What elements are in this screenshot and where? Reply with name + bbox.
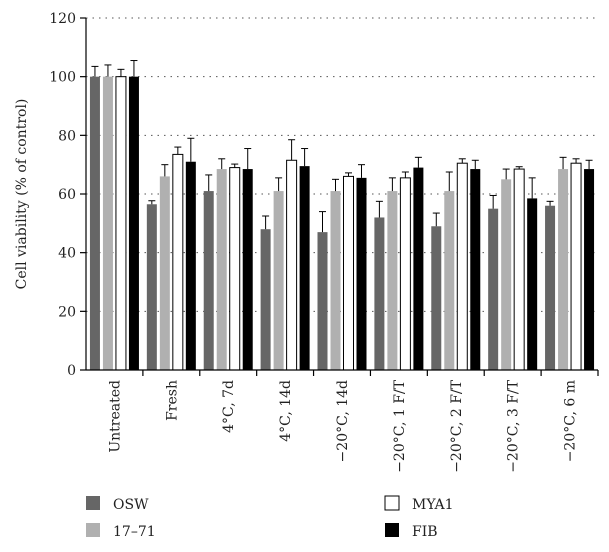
bar-FIB-3	[299, 166, 310, 370]
legend: OSW 17–71 MYA1 FIB	[86, 495, 454, 540]
legend-label-17–71: 17–71	[113, 524, 156, 540]
bar-MYA1-6	[456, 162, 468, 371]
grid-lines	[86, 17, 598, 312]
x-tick-label-3: 4°C, 14d	[278, 380, 294, 442]
bar-MYA1-0	[115, 76, 127, 371]
bar-MYA1-1	[172, 153, 184, 371]
bar-17–71-5	[387, 191, 398, 370]
x-tick-label-2: 4°C, 7d	[221, 380, 237, 433]
bar-17–71-6	[444, 191, 455, 370]
bar-FIB-6	[470, 169, 481, 370]
bar-MYA1-7	[513, 168, 525, 371]
bar-17–71-7	[501, 179, 512, 370]
x-tick-label-8: −20°C, 6 m	[563, 380, 579, 462]
x-tick-label-5: −20°C, 1 F/T	[392, 379, 408, 472]
bars-layer	[89, 60, 595, 371]
bar-MYA1-4	[343, 175, 354, 371]
legend-swatch-OSW	[86, 496, 100, 510]
legend-swatch-MYA1	[384, 495, 400, 511]
x-tick-label-6: −20°C, 2 F/T	[449, 379, 465, 472]
bar-OSW-8	[545, 205, 556, 370]
y-axis-title: Cell viability (% of control)	[14, 99, 30, 290]
y-tick-label-120: 120	[49, 11, 76, 27]
x-tick-label-1: Fresh	[164, 380, 180, 421]
bar-MYA1-5	[399, 177, 411, 371]
axes: 0 20 40 60 80 100 120 Untreated Fresh 4°C, 7d 4°C,…	[49, 11, 599, 473]
x-tick-label-4: −20°C, 14d	[335, 380, 351, 462]
bar-OSW-4	[317, 232, 328, 370]
bar-FIB-2	[242, 169, 253, 370]
bar-MYA1-3	[286, 159, 298, 371]
bar-FIB-0	[128, 76, 139, 371]
y-tick-label-80: 80	[58, 128, 76, 144]
bar-MYA1-2	[229, 167, 241, 371]
bar-OSW-5	[374, 217, 385, 370]
y-tick-label-100: 100	[49, 70, 76, 86]
legend-swatch-FIB	[385, 523, 399, 537]
bar-OSW-7	[488, 208, 499, 370]
x-tick-label-0: Untreated	[107, 380, 123, 453]
bar-OSW-1	[146, 204, 157, 370]
bar-FIB-4	[356, 177, 367, 370]
bar-MYA1-8	[570, 162, 582, 371]
legend-label-OSW: OSW	[113, 497, 149, 513]
bar-FIB-1	[185, 161, 196, 370]
x-tick-label-7: −20°C, 3 F/T	[506, 379, 522, 472]
legend-label-MYA1: MYA1	[412, 497, 454, 513]
bar-OSW-6	[431, 226, 442, 370]
bar-17–71-1	[159, 176, 170, 370]
y-tick-label-40: 40	[58, 246, 76, 262]
y-tick-label-60: 60	[58, 187, 76, 203]
y-tick-label-0: 0	[67, 363, 76, 379]
bar-FIB-7	[527, 198, 538, 370]
bar-17–71-8	[558, 169, 569, 370]
bar-OSW-0	[89, 76, 100, 371]
bar-FIB-5	[413, 167, 424, 370]
bar-17–71-3	[273, 191, 284, 370]
y-tick-label-20: 20	[58, 304, 76, 320]
bar-17–71-0	[102, 76, 113, 371]
legend-label-FIB: FIB	[412, 524, 438, 540]
bar-OSW-3	[260, 229, 271, 370]
legend-swatch-17–71	[86, 523, 100, 537]
bar-FIB-8	[584, 169, 595, 370]
bar-17–71-2	[216, 169, 227, 370]
bar-OSW-2	[203, 191, 214, 370]
bar-17–71-4	[330, 191, 341, 370]
